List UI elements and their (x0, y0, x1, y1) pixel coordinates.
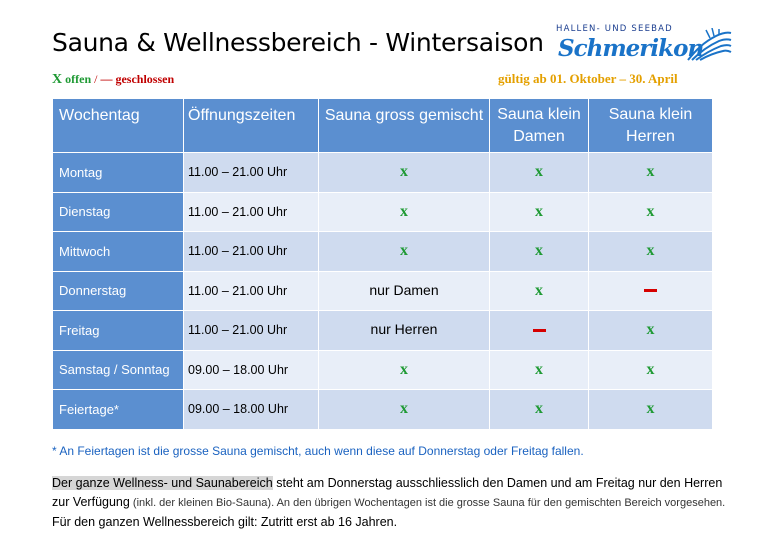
row-day: Samstag / Sonntag (52, 349, 184, 390)
cell-sauna-men: x (588, 231, 713, 272)
info-highlight: Der ganze Wellness- und Saunabereich (52, 476, 273, 490)
row-day: Dienstag (52, 191, 184, 232)
cell-sauna-big: x (318, 349, 490, 390)
cell-sauna-men: x (588, 349, 713, 390)
open-mark-icon: x (535, 242, 543, 260)
row-hours: 11.00 – 21.00 Uhr (183, 191, 319, 232)
open-mark-icon: x (400, 202, 408, 220)
table-row: Feiertage* 09.00 – 18.00 Uhr x x x (52, 389, 713, 430)
cell-sauna-men: x (588, 191, 713, 232)
table-row: Montag 11.00 – 21.00 Uhr x x x (52, 152, 713, 193)
row-day: Montag (52, 152, 184, 193)
info-part1: steht am Donnerstag ausschliesslich den … (52, 476, 723, 509)
restriction-text: nur Damen (369, 281, 439, 298)
row-hours: 09.00 – 18.00 Uhr (183, 389, 319, 430)
schedule-table: Wochentag Öffnungszeiten Sauna gross gem… (52, 98, 713, 430)
validity-period: gültig ab 01. Oktober – 30. April (498, 71, 678, 86)
holiday-note: * An Feiertagen ist die grosse Sauna gem… (52, 444, 584, 458)
cell-sauna-women: x (489, 389, 589, 430)
cell-sauna-big: nur Damen (318, 270, 490, 311)
header-sauna-big: Sauna gross gemischt (318, 98, 490, 153)
cell-sauna-big: x (318, 191, 490, 232)
cell-sauna-women: x (489, 349, 589, 390)
legend-open-symbol: X (52, 72, 63, 87)
open-mark-icon: x (535, 163, 543, 181)
cell-sauna-men: x (588, 310, 713, 351)
legend: X offen / — geschlossen (52, 72, 174, 88)
table-row: Dienstag 11.00 – 21.00 Uhr x x x (52, 191, 713, 232)
table-row: Donnerstag 11.00 – 21.00 Uhr nur Damen x (52, 270, 713, 311)
row-day: Mittwoch (52, 231, 184, 272)
table-body: Montag 11.00 – 21.00 Uhr x x x Dienstag 11.00 … (52, 152, 713, 430)
open-mark-icon: x (400, 242, 408, 260)
open-mark-icon: x (535, 202, 543, 220)
cell-sauna-big: nur Herren (318, 310, 490, 351)
open-mark-icon: x (400, 360, 408, 378)
header-sauna-women: Sauna klein Damen (489, 98, 589, 153)
row-hours: 11.00 – 21.00 Uhr (183, 152, 319, 193)
open-mark-icon: x (535, 360, 543, 378)
cell-sauna-men: x (588, 389, 713, 430)
closed-mark-icon (644, 289, 657, 293)
header-day: Wochentag (52, 98, 184, 153)
table-row: Samstag / Sonntag 09.00 – 18.00 Uhr x x x (52, 349, 713, 390)
cell-sauna-big: x (318, 152, 490, 193)
open-mark-icon: x (646, 400, 655, 418)
open-mark-icon: x (400, 163, 408, 181)
cell-sauna-big: x (318, 389, 490, 430)
header-sauna-men-line2: Herren (626, 127, 675, 145)
header-sauna-women-line2: Damen (513, 127, 565, 145)
cell-sauna-women: x (489, 191, 589, 232)
open-mark-icon: x (646, 321, 655, 339)
legend-closed-symbol: — (100, 72, 113, 86)
logo-script-text: Schmerikon (558, 35, 704, 62)
open-mark-icon: x (535, 400, 543, 418)
logo-top-text: HALLEN- UND SEEBAD (556, 24, 673, 34)
row-day: Feiertage* (52, 389, 184, 430)
cell-sauna-men (588, 270, 713, 311)
open-mark-icon: x (646, 360, 655, 378)
table-row: Mittwoch 11.00 – 21.00 Uhr x x x (52, 231, 713, 272)
closed-mark-icon (532, 328, 546, 332)
cell-sauna-big: x (318, 231, 490, 272)
restriction-text: nur Herren (370, 321, 438, 338)
open-mark-icon: x (535, 281, 543, 299)
info-paragraph: Der ganze Wellness- und Saunabereich ste… (52, 474, 727, 532)
page-title: Sauna & Wellnessbereich - Wintersaison (52, 28, 544, 57)
header-sauna-men-line1: Sauna klein (608, 105, 693, 123)
cell-sauna-men: x (588, 152, 713, 193)
table-header-row: Wochentag Öffnungszeiten Sauna gross gem… (52, 98, 713, 153)
cell-sauna-women: x (489, 231, 589, 272)
row-hours: 11.00 – 21.00 Uhr (183, 270, 319, 311)
wave-icon (687, 28, 732, 61)
row-day: Freitag (52, 310, 184, 351)
header-sauna-men: Sauna klein Herren (588, 98, 713, 153)
open-mark-icon: x (646, 163, 655, 181)
row-day: Donnerstag (52, 270, 184, 311)
table-row: Freitag 11.00 – 21.00 Uhr nur Herren x (52, 310, 713, 351)
open-mark-icon: x (646, 242, 655, 260)
legend-closed-label: geschlossen (115, 72, 175, 86)
info-part2: (inkl. der kleinen Bio-Sauna). An den üb… (129, 497, 726, 509)
row-hours: 11.00 – 21.00 Uhr (183, 310, 319, 351)
cell-sauna-women (489, 310, 589, 351)
cell-sauna-women: x (489, 270, 589, 311)
info-part3: Für den ganzen Wellnessbereich gilt: Zut… (52, 515, 398, 529)
header-hours: Öffnungszeiten (183, 98, 319, 153)
open-mark-icon: x (400, 400, 408, 418)
legend-separator: / (94, 72, 98, 86)
row-hours: 09.00 – 18.00 Uhr (183, 349, 319, 390)
row-hours: 11.00 – 21.00 Uhr (183, 231, 319, 272)
logo: HALLEN- UND SEEBAD Schmerikon (556, 24, 734, 70)
legend-open-label: offen (65, 72, 92, 86)
header-sauna-women-line1: Sauna klein (497, 105, 581, 123)
open-mark-icon: x (646, 202, 655, 220)
cell-sauna-women: x (489, 152, 589, 193)
